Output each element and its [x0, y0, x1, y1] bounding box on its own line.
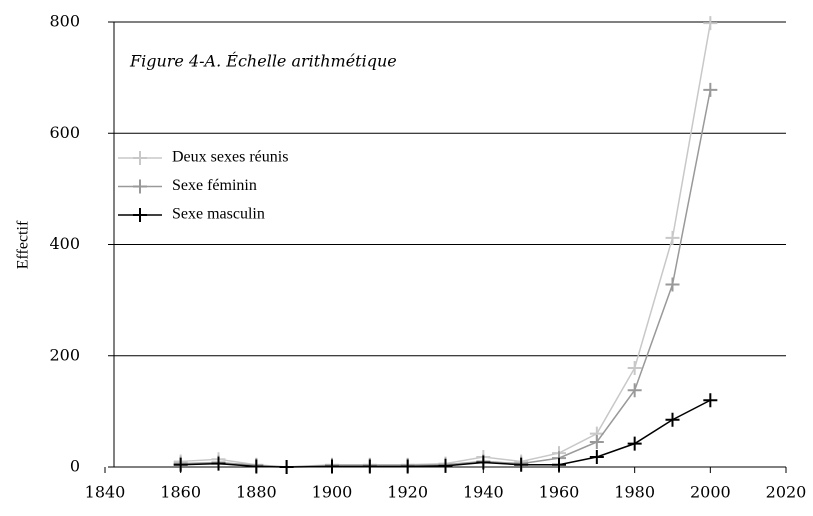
x-tick-label: 1940 [463, 483, 504, 502]
series-line [180, 89, 712, 468]
point-marker [173, 457, 188, 472]
point-marker [514, 457, 529, 472]
x-tick-label: 1840 [85, 483, 126, 502]
point-marker [211, 456, 226, 471]
x-tick-label: 2020 [766, 483, 807, 502]
point-marker [665, 412, 680, 427]
point-marker [627, 360, 642, 375]
legend-marker [133, 151, 147, 165]
point-marker [665, 277, 680, 292]
x-tick-label: 1920 [387, 483, 428, 502]
point-marker [476, 455, 491, 470]
point-marker [249, 459, 264, 474]
point-marker [627, 436, 642, 451]
point-marker [589, 449, 604, 464]
point-marker [552, 457, 566, 472]
y-tick-label: 200 [49, 345, 80, 364]
point-marker [279, 460, 294, 474]
legend-marker [133, 208, 147, 222]
legend-label: Sexe masculin [172, 206, 265, 223]
y-tick-label: 400 [49, 234, 80, 253]
point-marker [703, 82, 718, 97]
x-tick-label: 1960 [539, 483, 580, 502]
series-line [180, 22, 712, 468]
y-tick-label: 800 [49, 12, 80, 31]
point-marker [703, 16, 718, 31]
x-tick-label: 1900 [312, 483, 353, 502]
legend-marker [133, 179, 147, 194]
x-tick-label: 1880 [236, 483, 277, 502]
point-marker [665, 230, 680, 245]
point-marker [627, 383, 642, 398]
x-tick-label: 2000 [690, 483, 731, 502]
legend-label: Sexe féminin [172, 177, 257, 194]
y-tick-label: 0 [70, 457, 80, 476]
y-axis-label: Effectif [15, 220, 32, 269]
y-tick-label: 600 [49, 123, 80, 142]
point-marker [362, 459, 377, 474]
point-marker [703, 393, 718, 408]
point-marker [438, 458, 453, 473]
legend-label: Deux sexes réunis [172, 149, 288, 166]
x-tick-label: 1980 [614, 483, 655, 502]
chart-title: Figure 4-A. Échelle arithmétique [129, 51, 397, 71]
point-marker [589, 434, 604, 449]
point-marker [400, 459, 415, 474]
point-marker [325, 459, 339, 474]
x-tick-label: 1860 [160, 483, 201, 502]
